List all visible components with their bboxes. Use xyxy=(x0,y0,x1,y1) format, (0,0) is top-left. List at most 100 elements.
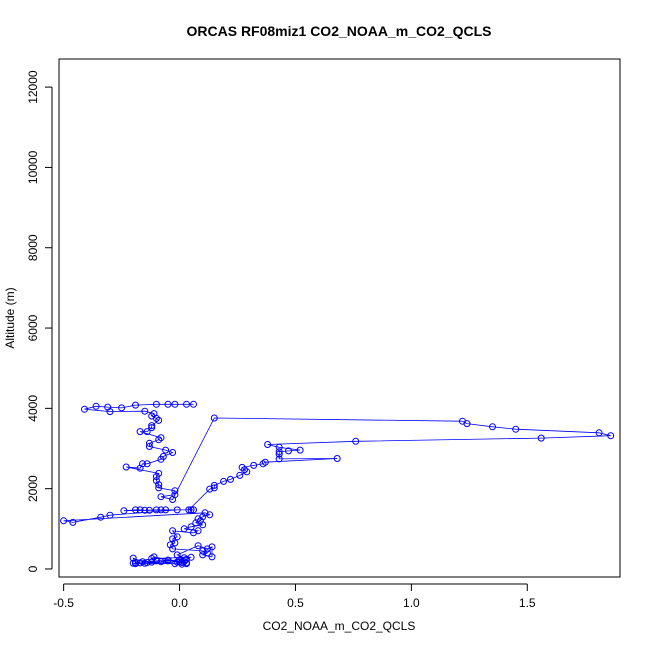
data-point xyxy=(285,447,292,455)
data-point xyxy=(208,543,216,551)
chart-title: ORCAS RF08miz1 CO2_NOAA_m_CO2_QCLS xyxy=(187,23,492,39)
data-point xyxy=(155,436,163,444)
data-point xyxy=(180,525,188,533)
x-tick-label: 0.5 xyxy=(287,596,304,610)
data-point xyxy=(60,517,68,525)
data-point xyxy=(227,475,234,483)
data-point xyxy=(264,441,272,448)
y-axis-label: Altitude (m) xyxy=(3,287,17,348)
series-line xyxy=(63,403,611,565)
data-point xyxy=(166,541,174,549)
data-point xyxy=(236,471,244,479)
data-point xyxy=(171,560,179,568)
data-point xyxy=(143,428,151,436)
data-point xyxy=(210,414,218,422)
data-point xyxy=(333,455,341,462)
data-point xyxy=(145,506,153,514)
data-point xyxy=(169,527,177,535)
data-point xyxy=(132,506,139,514)
data-point xyxy=(194,527,202,535)
data-point xyxy=(118,404,126,412)
data-point xyxy=(199,513,207,521)
data-point xyxy=(206,511,214,519)
data-point xyxy=(152,473,160,481)
data-point xyxy=(243,468,251,476)
data-point xyxy=(162,506,170,514)
data-point xyxy=(169,545,177,553)
y-tick-label: 0 xyxy=(26,565,40,572)
data-point xyxy=(171,539,179,547)
data-point xyxy=(607,432,615,440)
data-point xyxy=(152,506,160,514)
data-point xyxy=(275,443,283,451)
data-point xyxy=(183,560,190,568)
data-point xyxy=(155,484,163,492)
data-point xyxy=(81,405,88,413)
x-tick-label: 1.5 xyxy=(519,596,536,610)
data-point xyxy=(194,515,202,523)
data-point xyxy=(208,553,216,561)
data-point xyxy=(210,484,218,492)
data-point xyxy=(187,553,195,561)
data-point xyxy=(199,521,207,529)
data-point xyxy=(143,460,151,468)
data-point xyxy=(352,437,360,445)
data-point xyxy=(183,555,190,563)
data-point xyxy=(196,517,204,525)
data-point xyxy=(190,529,197,537)
data-point xyxy=(171,400,179,408)
data-point xyxy=(155,481,163,489)
data-point xyxy=(152,400,160,408)
data-point xyxy=(120,507,128,515)
data-point xyxy=(150,553,158,561)
x-tick-label: 1.0 xyxy=(403,596,420,610)
data-point xyxy=(155,416,163,424)
data-point xyxy=(148,424,156,432)
data-point xyxy=(296,446,304,454)
data-point xyxy=(106,511,114,519)
data-point xyxy=(250,461,258,469)
data-point xyxy=(173,506,181,514)
data-point xyxy=(190,506,197,514)
data-point xyxy=(537,434,545,442)
data-point xyxy=(206,485,214,493)
y-axis: 0 2000 4000 6000 8000 10000 12000 xyxy=(26,70,53,572)
data-point xyxy=(106,408,114,416)
x-axis-label: CO2_NOAA_m_CO2_QCLS xyxy=(263,619,416,633)
data-point xyxy=(152,414,160,422)
data-point xyxy=(136,428,144,436)
data-point xyxy=(238,463,246,471)
data-point xyxy=(595,429,603,437)
data-point xyxy=(152,477,160,485)
data-point xyxy=(199,551,207,559)
data-point xyxy=(171,487,179,495)
data-point xyxy=(203,549,211,557)
data-point xyxy=(275,450,283,458)
y-tick-label: 2000 xyxy=(26,475,40,502)
data-point xyxy=(132,560,139,568)
data-point xyxy=(157,506,165,514)
y-tick-label: 10000 xyxy=(26,150,40,184)
data-point xyxy=(157,455,165,463)
data-point xyxy=(164,400,172,408)
y-tick-label: 12000 xyxy=(26,70,40,104)
data-point xyxy=(201,509,209,517)
data-point xyxy=(148,422,156,430)
data-point xyxy=(275,455,283,463)
y-tick-label: 8000 xyxy=(26,234,40,261)
data-point xyxy=(92,402,100,410)
data-point xyxy=(157,493,165,501)
data-point xyxy=(190,400,197,408)
data-point xyxy=(141,407,149,415)
data-point xyxy=(164,556,172,564)
data-point xyxy=(259,460,267,468)
data-point xyxy=(136,506,144,514)
data-point xyxy=(162,446,170,454)
data-point xyxy=(141,559,149,567)
plot-frame xyxy=(58,58,621,578)
x-axis: -0.5 0.0 0.5 1.0 1.5 xyxy=(53,583,536,610)
data-point xyxy=(187,523,195,531)
data-point xyxy=(203,545,211,553)
data-point xyxy=(97,513,105,521)
y-tick-label: 4000 xyxy=(26,395,40,422)
